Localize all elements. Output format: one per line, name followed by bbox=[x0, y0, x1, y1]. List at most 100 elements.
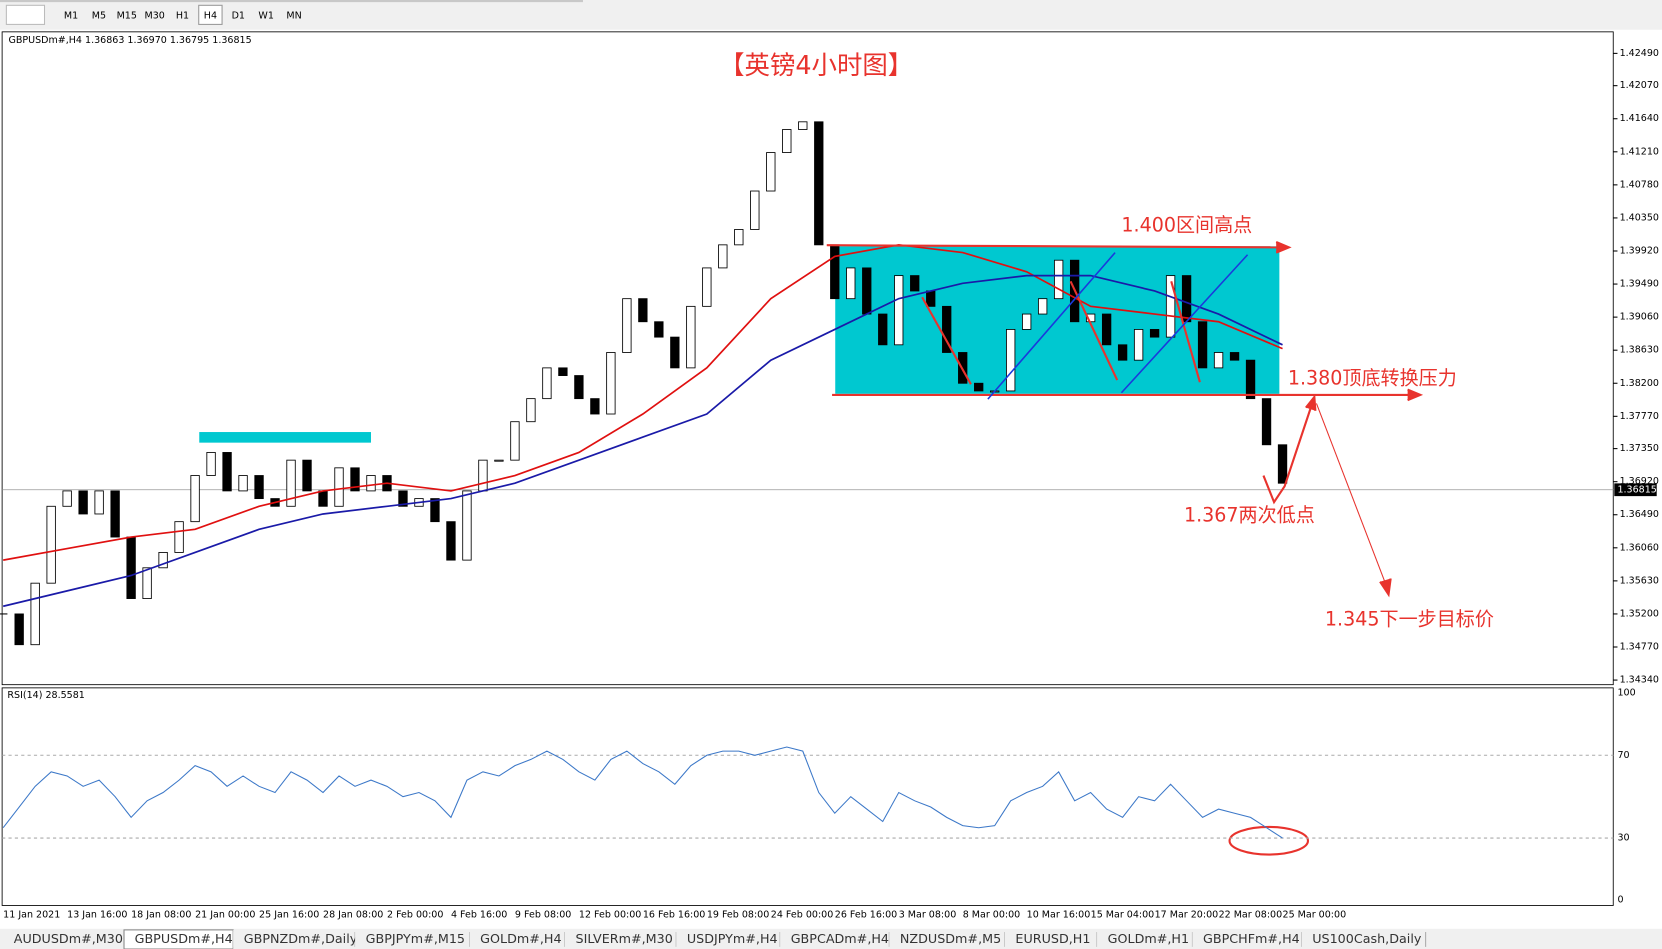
tab[interactable] bbox=[1301, 929, 1426, 949]
arrow-head bbox=[1275, 241, 1292, 254]
timeframe-button[interactable] bbox=[254, 5, 278, 25]
candle bbox=[638, 298, 648, 323]
candle bbox=[654, 321, 664, 338]
timeframe-button[interactable] bbox=[115, 5, 139, 25]
x-tick-label: 9 Feb 08:00 bbox=[515, 910, 571, 921]
candle bbox=[1229, 352, 1240, 361]
x-tick-label: 18 Jan 08:00 bbox=[131, 910, 191, 921]
line-1400 bbox=[826, 244, 1283, 249]
tab-label: US100Cash,Daily bbox=[1312, 931, 1422, 946]
current-price-box bbox=[1614, 483, 1657, 497]
rsi-tick-label: 100 bbox=[1617, 688, 1635, 699]
candle bbox=[686, 305, 696, 369]
rsi-circle bbox=[1228, 825, 1310, 856]
trend-line bbox=[987, 252, 1116, 400]
tab[interactable] bbox=[3, 929, 125, 949]
candle bbox=[1213, 352, 1224, 369]
tab[interactable] bbox=[1097, 929, 1193, 949]
candle bbox=[190, 475, 200, 523]
candle bbox=[1101, 313, 1112, 346]
tab[interactable] bbox=[1192, 929, 1302, 949]
candle bbox=[174, 521, 184, 553]
candle bbox=[878, 313, 888, 346]
candle bbox=[318, 490, 328, 507]
candle bbox=[1261, 398, 1272, 446]
candle bbox=[590, 398, 600, 415]
timeframe-button[interactable] bbox=[142, 5, 167, 25]
price-panel bbox=[1, 31, 1614, 686]
tab[interactable] bbox=[355, 929, 470, 949]
y-tick-label: 1.36490 bbox=[1620, 509, 1659, 520]
arrow bbox=[921, 296, 972, 385]
annotation: 1.400区间高点 bbox=[1121, 214, 1252, 237]
range-box-small bbox=[199, 432, 371, 443]
candle bbox=[14, 613, 24, 646]
y-tick-label: 1.38200 bbox=[1620, 378, 1659, 389]
candle bbox=[542, 367, 552, 400]
tab[interactable] bbox=[676, 929, 781, 949]
candle bbox=[478, 459, 488, 492]
candle bbox=[1181, 275, 1192, 323]
y-tick-label: 1.34340 bbox=[1620, 675, 1659, 686]
y-tick-label: 1.35200 bbox=[1620, 608, 1659, 619]
timeframe-label: H4 bbox=[204, 10, 217, 21]
arrow bbox=[1170, 281, 1201, 383]
candle bbox=[1053, 259, 1064, 300]
candle bbox=[1245, 359, 1256, 400]
rsi-line bbox=[2, 746, 1283, 839]
timeframe-button[interactable] bbox=[198, 4, 223, 25]
timeframe-label: M30 bbox=[144, 10, 164, 21]
timeframe-button[interactable] bbox=[59, 5, 83, 25]
x-tick-label: 22 Mar 08:00 bbox=[1219, 910, 1283, 921]
timeframe-button[interactable] bbox=[282, 5, 306, 25]
candle bbox=[622, 298, 632, 353]
x-tick-label: 16 Feb 16:00 bbox=[643, 910, 705, 921]
candle bbox=[830, 244, 840, 300]
timeframe-button[interactable] bbox=[87, 5, 111, 25]
x-tick-label: 8 Mar 00:00 bbox=[963, 910, 1021, 921]
candle bbox=[734, 229, 744, 246]
candle bbox=[254, 475, 264, 500]
y-tick-label: 1.41640 bbox=[1620, 113, 1659, 124]
toolbar-edge bbox=[0, 0, 583, 3]
candle bbox=[526, 398, 536, 423]
tab[interactable] bbox=[564, 929, 677, 949]
candle bbox=[142, 567, 152, 599]
candle bbox=[334, 467, 344, 507]
tab[interactable] bbox=[233, 929, 356, 949]
tab[interactable] bbox=[1004, 929, 1098, 949]
x-tick-label: 12 Feb 00:00 bbox=[579, 910, 641, 921]
candle bbox=[46, 505, 56, 584]
tab-label: SILVERm#,M30 bbox=[576, 931, 673, 946]
tab[interactable] bbox=[469, 929, 565, 949]
tab[interactable] bbox=[889, 929, 1005, 949]
y-tick-label: 1.41210 bbox=[1620, 146, 1659, 157]
chart-title: 【英镑4小时图】 bbox=[719, 51, 913, 81]
y-tick-label: 1.42490 bbox=[1620, 48, 1659, 59]
tab-label: NZDUSDm#,M5 bbox=[900, 931, 1001, 946]
timeframe-label: H1 bbox=[176, 10, 189, 21]
candle bbox=[494, 459, 504, 462]
candle bbox=[430, 498, 440, 523]
candle bbox=[158, 551, 168, 569]
tab-label: AUDUSDm#,M30 bbox=[14, 931, 123, 946]
candle bbox=[366, 475, 376, 492]
target-arrow bbox=[1315, 403, 1387, 587]
tool-button[interactable] bbox=[5, 4, 46, 25]
candle bbox=[926, 290, 936, 307]
candle bbox=[1277, 444, 1288, 484]
candle bbox=[78, 490, 88, 515]
x-tick-label: 10 Mar 16:00 bbox=[1027, 910, 1091, 921]
moving-average bbox=[3, 243, 1283, 561]
y-tick-label: 1.39920 bbox=[1620, 245, 1659, 256]
rsi-header: RSI(14) 28.5581 bbox=[7, 690, 84, 701]
candle bbox=[206, 452, 216, 476]
candle bbox=[766, 152, 776, 192]
x-tick-label: 15 Mar 04:00 bbox=[1091, 910, 1155, 921]
y-tick-label: 1.35630 bbox=[1620, 575, 1659, 586]
candle bbox=[398, 490, 408, 507]
candle bbox=[462, 490, 472, 561]
timeframe-button[interactable] bbox=[226, 5, 250, 25]
tab[interactable] bbox=[780, 929, 890, 949]
timeframe-button[interactable] bbox=[170, 5, 195, 25]
